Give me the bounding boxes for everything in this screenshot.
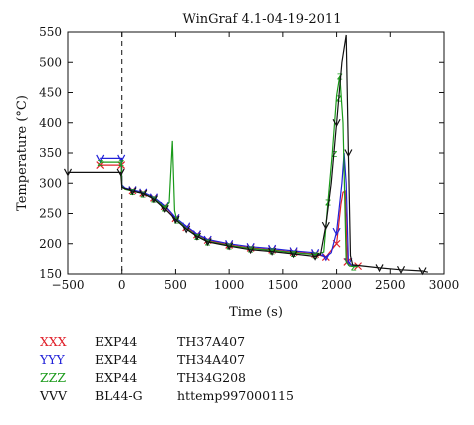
plot-frame — [67, 31, 445, 275]
series-yyy-point — [96, 154, 105, 163]
series-zzz-point: z — [97, 156, 103, 169]
series-yyy-point — [117, 154, 126, 163]
series-yyy-point — [311, 249, 320, 258]
legend-exp-yyy: EXP44 — [95, 352, 138, 367]
series-vvv-point — [139, 189, 148, 198]
y-axis-label: Temperature (°C) — [15, 95, 30, 211]
series-vvv-point — [192, 232, 201, 241]
y-tick-label: 500 — [39, 55, 62, 69]
x-tick-label: 2000 — [321, 278, 352, 292]
series-zzz-point: z — [325, 195, 331, 208]
y-tick-label: 450 — [39, 86, 62, 100]
series-vvv-point — [397, 265, 406, 275]
legend-marker-vvv: VVV — [40, 388, 68, 403]
series-zzz-point: z — [162, 201, 168, 214]
legend-tag-vvv: httemp997000115 — [177, 388, 294, 403]
y-tick-label: 300 — [39, 176, 62, 190]
series-vvv-point — [128, 187, 137, 196]
series-vvv-point — [116, 168, 125, 177]
legend-tag-zzz: TH34G208 — [177, 370, 246, 385]
series-vvv-point — [418, 267, 427, 276]
series-vvv-point — [149, 195, 158, 204]
series-xxx-point — [96, 161, 105, 170]
x-tick-label: 3000 — [429, 278, 460, 292]
series-vvv — [63, 34, 429, 276]
series-vvv-point — [160, 204, 169, 213]
series-vvv-point — [289, 250, 298, 259]
x-tick-label: 1500 — [268, 278, 299, 292]
series-xxx — [96, 161, 362, 271]
x-tick-label: 500 — [164, 278, 187, 292]
series-vvv-point — [375, 264, 384, 273]
y-tick-label: 550 — [39, 25, 62, 39]
legend-exp-vvv: BL44-G — [95, 388, 143, 403]
series-zzz-point: z — [118, 156, 124, 169]
axis-ticks: −500 0 500 1000 1500 2000 2500 3000 150 200 250 300… — [39, 25, 459, 292]
y-tick-label: 350 — [39, 146, 62, 160]
series-yyy-point — [332, 227, 341, 236]
series-vvv-point — [268, 247, 277, 256]
legend-tag-xxx: TH37A407 — [177, 334, 246, 349]
series-vvv-point — [225, 242, 234, 251]
series-zzz-point: z — [325, 195, 331, 208]
series-vvv-point — [203, 238, 212, 247]
series-yyy-point — [203, 235, 212, 244]
series-zzz-point: z — [248, 243, 254, 256]
chart-svg: WinGraf 4.1-04-19-2011 −500 0 500 1000 1500 2… — [15, 12, 459, 320]
y-tick-label: 400 — [39, 116, 62, 130]
series-zzz-line — [100, 75, 359, 268]
legend-marker-zzz: ZZZ — [40, 370, 67, 385]
series-vvv-point — [321, 221, 330, 230]
series-vvv-point — [332, 118, 341, 128]
legend-exp-zzz: EXP44 — [95, 370, 138, 385]
x-axis-label: Time (s) — [229, 305, 283, 320]
series-vvv-point — [182, 225, 191, 234]
series-yyy-point — [149, 193, 158, 202]
series-vvv-point — [63, 168, 73, 177]
series-vvv-point — [246, 246, 255, 255]
y-tick-label: 200 — [39, 237, 62, 251]
y-tick-label: 150 — [39, 267, 62, 281]
legend-marker-yyy: YYY — [40, 352, 65, 367]
series-vvv-point — [171, 215, 180, 224]
series-zzz-point: z — [269, 244, 275, 257]
x-tick-label: −500 — [52, 278, 85, 292]
chart-title: WinGraf 4.1-04-19-2011 — [183, 12, 342, 27]
y-tick-label: 250 — [39, 207, 62, 221]
series-vvv-point — [311, 252, 320, 261]
series-vvv-point — [344, 149, 353, 158]
legend-tag-yyy: TH34A407 — [177, 352, 246, 367]
legend-marker-xxx: XXX — [40, 334, 67, 349]
x-tick-label: 2500 — [375, 278, 406, 292]
legend-exp-xxx: EXP44 — [95, 334, 138, 349]
series-zzz-point: z — [332, 147, 338, 160]
series-zzz-point: z — [291, 247, 297, 260]
series-zzz-point: z — [351, 261, 357, 274]
series-zzz-point: z — [337, 70, 343, 83]
x-tick-label: 1000 — [214, 278, 245, 292]
series-vvv-line — [68, 34, 429, 273]
x-tick-label: 0 — [118, 278, 126, 292]
series-zzz-point: z — [312, 249, 318, 262]
series-yyy-point — [321, 253, 330, 262]
